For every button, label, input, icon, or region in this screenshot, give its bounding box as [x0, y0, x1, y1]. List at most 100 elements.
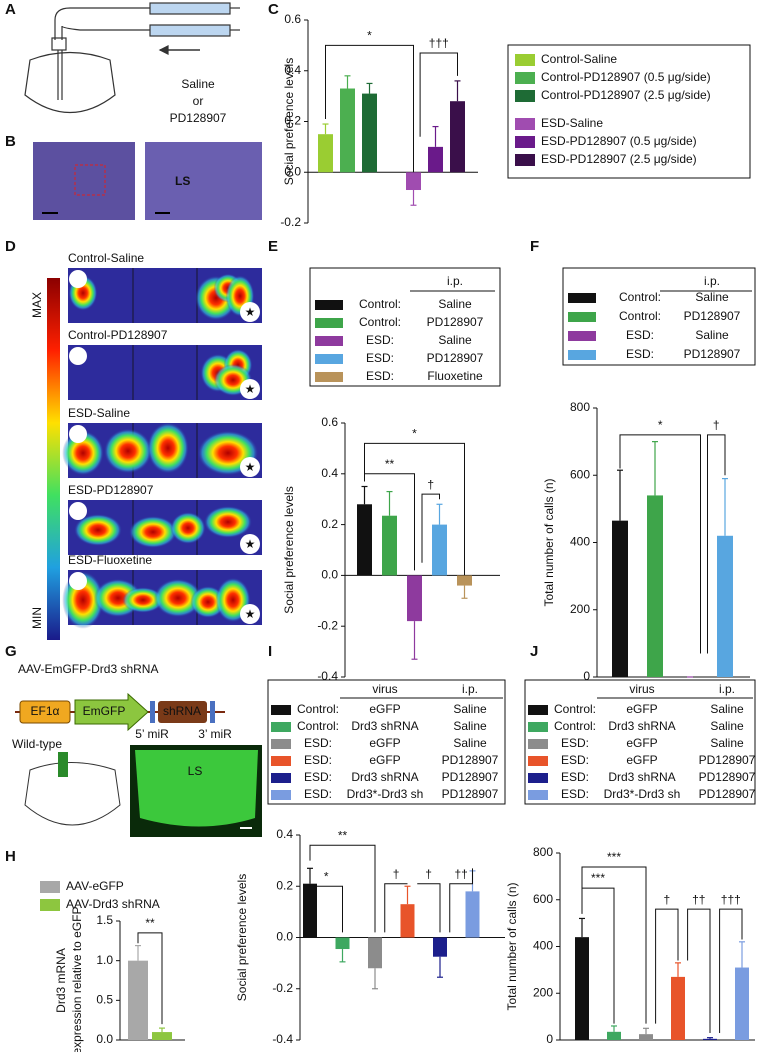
legend-cell: Control: — [619, 309, 661, 323]
legend-cell: ESD: — [561, 736, 589, 750]
heat-spot — [170, 512, 206, 544]
panel-letter: G — [5, 643, 17, 660]
y-axis-label: Social preference levels — [282, 58, 296, 185]
bar — [607, 1031, 621, 1040]
legend-cell: eGFP — [369, 702, 400, 716]
panel-letter: J — [530, 643, 538, 660]
legend-swatch — [528, 773, 548, 783]
y-tick-label: 0.6 — [321, 415, 338, 429]
y-tick-label: 400 — [570, 535, 590, 549]
significance-bracket — [449, 868, 473, 933]
legend-cell: Control: — [554, 702, 596, 716]
legend-swatch — [528, 705, 548, 715]
treatment-label: PD128907 — [170, 111, 227, 125]
y-tick-label: 0.2 — [284, 114, 301, 128]
heat-spot — [74, 514, 122, 546]
legend-swatch — [528, 722, 548, 732]
target-zone — [240, 604, 260, 624]
legend-header: i.p. — [719, 682, 735, 696]
mouse: Wild-type — [12, 737, 62, 751]
legend-cell: Control: — [297, 719, 339, 733]
legend-cell: PD128907 — [699, 770, 756, 784]
legend-swatch — [315, 336, 343, 346]
bar — [735, 967, 749, 1040]
significance-label: ††† — [721, 892, 741, 906]
heat-spot — [147, 422, 189, 474]
bar — [612, 520, 628, 677]
legend-cell: Saline — [710, 702, 744, 716]
bar — [457, 575, 472, 586]
y-axis-label: Total number of calls (n) — [505, 882, 519, 1010]
significance-bracket — [325, 44, 414, 173]
legend-cell: Fluoxetine — [427, 369, 483, 383]
target-star: ★ — [245, 305, 256, 319]
legend-swatch — [315, 372, 343, 382]
legend-cell: Saline — [710, 736, 744, 750]
legend-label: ESD-Saline — [541, 116, 603, 130]
significance-label: * — [367, 29, 372, 43]
legend-cell: Drd3 shRNA — [608, 770, 675, 784]
legend-swatch — [528, 790, 548, 800]
legend-cell: ESD: — [304, 753, 332, 767]
y-tick-label: 200 — [533, 985, 553, 999]
legend-cell: ESD: — [561, 753, 589, 767]
y-axis-label: expression relative to eGFP — [70, 906, 84, 1052]
start-zone — [69, 572, 87, 590]
y-tick-label: 0.0 — [284, 164, 301, 178]
significance-bracket — [619, 434, 701, 654]
significance-bracket — [421, 493, 440, 563]
y-axis-label: Social preference levels — [235, 874, 249, 1001]
significance-label: † — [663, 892, 670, 906]
flank: 3’ miR — [198, 727, 232, 741]
legend-label: Control-Saline — [541, 52, 617, 66]
heat-spot — [154, 578, 202, 618]
legend-swatch — [271, 705, 291, 715]
legend-header: i.p. — [462, 682, 478, 696]
significance-bracket — [687, 908, 711, 1033]
heat-spot — [122, 587, 164, 613]
legend-cell: ESD: — [561, 787, 589, 801]
reporter: EmGFP — [83, 704, 126, 718]
significance-bracket — [707, 434, 726, 654]
histology-zoom — [145, 142, 262, 220]
y-tick-label: 0 — [546, 1032, 553, 1046]
legend-cell: eGFP — [369, 736, 400, 750]
significance-bracket — [719, 908, 743, 1033]
legend-cell: Saline — [438, 297, 472, 311]
bar — [152, 1032, 172, 1040]
bar — [303, 883, 317, 938]
legend-cell: Drd3 shRNA — [608, 719, 675, 733]
significance-label: *** — [607, 850, 621, 864]
legend-swatch — [515, 136, 535, 148]
y-tick-label: 1.0 — [96, 953, 113, 967]
panel-letter: F — [530, 238, 539, 255]
legend-cell: Control: — [297, 702, 339, 716]
legend-cell: ESD: — [561, 770, 589, 784]
legend-swatch — [271, 739, 291, 749]
y-tick-label: 400 — [533, 939, 553, 953]
bar — [362, 93, 377, 173]
heatmap-label: Control-Saline — [68, 251, 144, 265]
significance-bracket — [364, 442, 465, 576]
significance-label: † — [713, 418, 720, 432]
bar — [407, 575, 422, 622]
y-axis-label: Social preference levels — [282, 486, 296, 613]
bar — [575, 937, 589, 1040]
legend-header: virus — [629, 682, 654, 696]
legend-box — [309, 267, 501, 387]
colorbar — [47, 278, 60, 640]
y-tick-label: 200 — [570, 602, 590, 616]
legend-swatch — [515, 118, 535, 130]
legend-cell: Saline — [453, 702, 487, 716]
legend-cell: Saline — [695, 328, 729, 342]
legend-cell: PD128907 — [427, 351, 484, 365]
significance-label: *** — [591, 871, 605, 885]
bar — [357, 504, 372, 576]
y-tick-label: -0.2 — [317, 618, 338, 632]
legend-cell: PD128907 — [684, 309, 741, 323]
panel-letter: C — [268, 1, 279, 18]
legend-cell: PD128907 — [699, 753, 756, 767]
legend-swatch — [528, 739, 548, 749]
legend-cell: ESD: — [304, 770, 332, 784]
